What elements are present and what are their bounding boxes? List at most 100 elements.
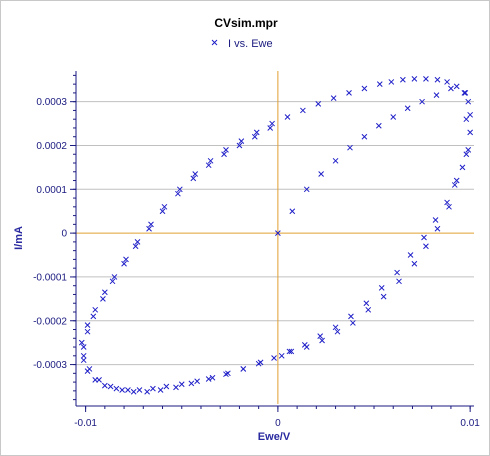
legend-entry: I vs. Ewe (228, 38, 273, 50)
data-point (121, 260, 127, 267)
data-point (462, 90, 469, 96)
y-tick-label-0: 0.0003 (36, 97, 67, 108)
y-tick-label-5: -0.0002 (33, 316, 67, 327)
data-point (378, 285, 385, 291)
data-point (192, 171, 199, 177)
data-point (330, 95, 337, 102)
data-point (411, 76, 418, 82)
y-tick-label-4: -0.0001 (33, 272, 67, 283)
y-tick-label-6: -0.0003 (33, 360, 67, 371)
data-point (332, 157, 339, 164)
data-point (107, 383, 114, 390)
data-point (465, 98, 472, 105)
data-point (123, 256, 129, 263)
data-point (148, 221, 154, 228)
data-point (163, 383, 170, 390)
data-point (451, 182, 458, 188)
data-point (317, 333, 324, 339)
legend-marker-x (211, 39, 218, 46)
data-point (80, 352, 87, 359)
data-point (101, 382, 108, 389)
y-tick-label-2: 0.0001 (36, 185, 67, 196)
data-point (80, 344, 87, 350)
data-point (446, 203, 452, 210)
x-tick-label-0: -0.01 (74, 418, 97, 429)
data-point (275, 230, 281, 236)
data-point (301, 341, 308, 348)
data-point (407, 252, 414, 258)
data-point (380, 293, 387, 300)
data-point (190, 175, 197, 182)
data-point (207, 157, 214, 164)
data-point (334, 328, 341, 335)
data-point (350, 320, 356, 326)
data-point (463, 151, 470, 158)
data-point (434, 225, 441, 232)
data-point (453, 177, 460, 184)
data-point (269, 120, 275, 127)
data-point (432, 217, 439, 223)
data-point (132, 243, 139, 250)
data-point (176, 186, 183, 193)
data-point (113, 385, 120, 392)
data-point (400, 76, 406, 83)
data-point (303, 186, 310, 193)
data-point (101, 289, 108, 296)
y-tick-label-1: 0.0002 (36, 141, 67, 152)
data-point (465, 147, 472, 153)
data-point (278, 352, 285, 359)
data-point (78, 339, 85, 346)
y-axis-label: I/mA (13, 226, 25, 250)
data-point (286, 348, 293, 355)
data-point (453, 83, 460, 90)
data-point (376, 81, 383, 87)
data-point (433, 92, 440, 98)
data-point (136, 387, 143, 393)
data-point (146, 225, 152, 232)
data-point (173, 384, 179, 391)
data-point (388, 79, 395, 85)
data-point (92, 377, 99, 383)
data-point (390, 114, 397, 120)
data-point (444, 199, 450, 206)
data-point (361, 133, 368, 140)
data-point (209, 374, 216, 381)
data-point (423, 243, 429, 250)
data-point (267, 125, 274, 131)
data-point (448, 85, 454, 92)
data-point (419, 98, 425, 105)
data-point (459, 164, 466, 171)
data-point (284, 114, 291, 120)
data-point (421, 234, 427, 241)
data-point (157, 387, 164, 393)
data-point (144, 388, 150, 395)
x-tick-label-1: 0 (275, 418, 281, 429)
data-point (130, 388, 137, 395)
data-point (365, 306, 372, 313)
data-point (205, 162, 212, 169)
data-point (84, 328, 91, 335)
data-point (111, 274, 118, 280)
data-point (271, 355, 277, 361)
data-point (255, 360, 262, 367)
data-point (84, 368, 91, 374)
data-point (315, 101, 322, 107)
data-point (161, 203, 168, 210)
data-point (461, 90, 468, 96)
data-points (78, 76, 474, 395)
data-point (125, 387, 131, 393)
data-point (361, 85, 368, 92)
y-tick-label-3: 0 (61, 229, 67, 240)
data-point (363, 300, 370, 307)
x-axis-ticks: -0.01 0 0.01 (74, 406, 480, 429)
data-point (236, 142, 243, 149)
data-point (223, 147, 229, 153)
data-point (289, 208, 296, 215)
data-point (240, 366, 247, 372)
data-point (332, 324, 339, 331)
data-point (251, 133, 258, 140)
data-point (109, 278, 116, 285)
data-point (205, 376, 212, 382)
